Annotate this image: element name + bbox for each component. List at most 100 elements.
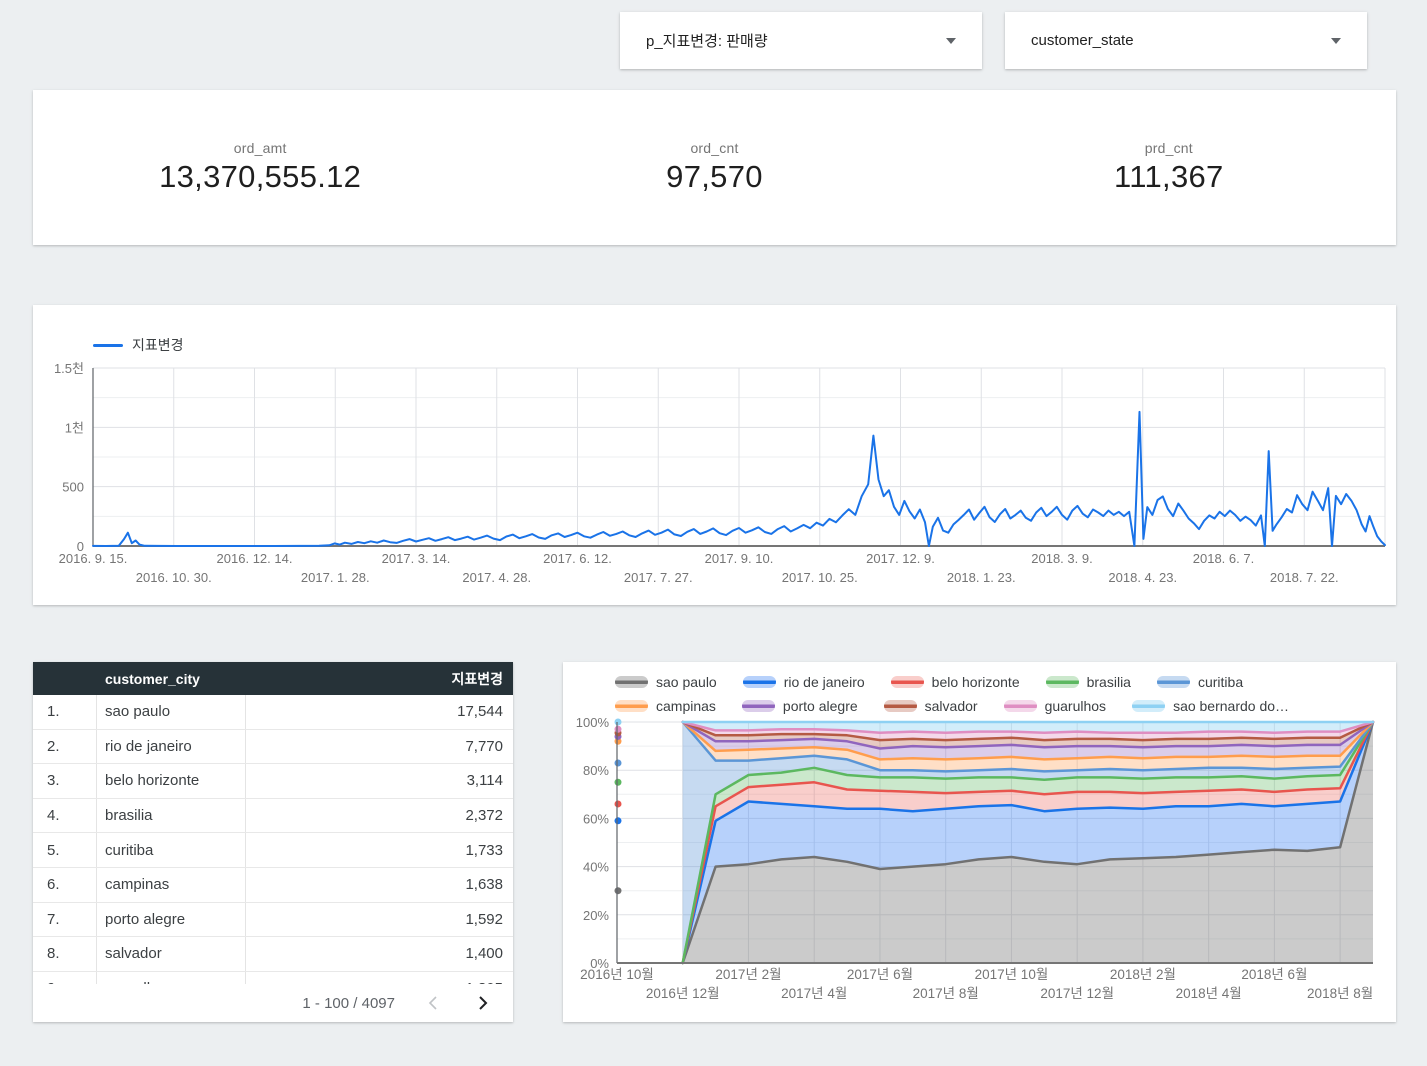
legend-item-curitiba: curitiba <box>1156 674 1244 690</box>
gridlines <box>92 367 1386 546</box>
svg-text:1.5천: 1.5천 <box>54 361 84 376</box>
legend-swatch <box>1156 676 1190 688</box>
svg-text:2016. 9. 15.: 2016. 9. 15. <box>59 551 128 566</box>
table-row[interactable]: 6. campinas 1,638 <box>33 867 513 903</box>
pagination-prev-button[interactable] <box>421 991 445 1015</box>
svg-text:2017. 10. 25.: 2017. 10. 25. <box>782 570 858 585</box>
legend-swatch <box>742 676 776 688</box>
legend-row: sao paulo rio de janeiro belo horizonte bra… <box>615 670 1385 694</box>
column-header-customer-city[interactable]: customer_city <box>105 670 200 687</box>
legend-label: 지표변경 <box>132 337 184 353</box>
legend-item-belo-horizonte: belo horizonte <box>890 674 1020 690</box>
row-index: 2. <box>33 729 97 764</box>
city-table-card: customer_city 지표변경 1. sao paulo 17,544 2. ri… <box>33 662 513 1022</box>
chevron-down-icon <box>946 37 956 44</box>
legend-label: guarulhos <box>1044 698 1107 714</box>
area-chart-card: sao paulo rio de janeiro belo horizonte bra… <box>563 662 1396 1022</box>
chevron-right-icon <box>479 996 488 1010</box>
legend-item-porto-alegre: porto alegre <box>741 698 858 714</box>
svg-text:2018년 2월: 2018년 2월 <box>1110 967 1176 982</box>
legend-swatch <box>883 700 917 712</box>
row-index: 1. <box>33 695 97 729</box>
svg-text:2017년 4월: 2017년 4월 <box>781 986 847 1001</box>
table-row[interactable]: 4. brasilia 2,372 <box>33 798 513 834</box>
legend-item-brasilia: brasilia <box>1045 674 1131 690</box>
svg-text:40%: 40% <box>583 860 609 875</box>
svg-text:20%: 20% <box>583 908 609 923</box>
table-row[interactable]: 2. rio de janeiro 7,770 <box>33 729 513 765</box>
table-row[interactable]: 5. curitiba 1,733 <box>33 833 513 868</box>
legend-label: belo horizonte <box>931 674 1020 690</box>
scorecard-panel: ord_amt 13,370,555.12 ord_cnt 97,570 prd… <box>33 90 1396 245</box>
legend-label: salvador <box>924 698 978 714</box>
legend-swatch <box>615 700 648 712</box>
scorecard-label: ord_cnt <box>690 140 739 156</box>
timeseries-legend: 지표변경 <box>93 335 184 355</box>
legend-label: curitiba <box>1197 674 1244 690</box>
city-cell: belo horizonte <box>97 764 246 798</box>
value-cell: 1,592 <box>465 910 503 928</box>
table-row[interactable]: 8. salvador 1,400 <box>33 937 513 972</box>
city-cell: sao paulo <box>97 695 246 729</box>
svg-text:2017. 3. 14.: 2017. 3. 14. <box>382 551 451 566</box>
row-index: 4. <box>33 798 97 833</box>
svg-text:2017년 2월: 2017년 2월 <box>715 967 781 982</box>
legend-item-salvador: salvador <box>883 698 978 714</box>
row-index: 3. <box>33 764 97 798</box>
row-index: 6. <box>33 867 97 902</box>
row-index: 8. <box>33 937 97 971</box>
table-pagination: 1 - 100 / 4097 <box>33 984 513 1022</box>
svg-text:2018년 4월: 2018년 4월 <box>1176 986 1242 1001</box>
legend-item-sao-paulo: sao paulo <box>615 674 717 690</box>
axis-labels: 0% 20% 40% 60% 80% 100% 2016년 10월 2016년 12월 2017… <box>576 715 1373 1001</box>
value-cell: 7,770 <box>465 737 503 755</box>
legend-line-swatch <box>93 343 123 347</box>
row-index: 5. <box>33 833 97 867</box>
customer-state-dropdown[interactable]: customer_state <box>1005 12 1367 69</box>
value-cell: 2,372 <box>465 807 503 825</box>
row-index: 7. <box>33 902 97 937</box>
table-row[interactable]: 3. belo horizonte 3,114 <box>33 764 513 799</box>
svg-text:60%: 60% <box>583 811 609 826</box>
svg-text:2017년 8월: 2017년 8월 <box>913 986 979 1001</box>
svg-text:2017년 12월: 2017년 12월 <box>1040 986 1114 1001</box>
legend-label: rio de janeiro <box>783 674 865 690</box>
metric-parameter-dropdown[interactable]: p_지표변경: 판매량 <box>620 12 982 69</box>
pagination-range-label: 1 - 100 / 4097 <box>302 994 395 1012</box>
table-row[interactable]: 7. porto alegre 1,592 <box>33 902 513 938</box>
svg-text:2018. 3. 9.: 2018. 3. 9. <box>1031 551 1092 566</box>
legend-item-guarulhos: guarulhos <box>1003 698 1107 714</box>
isolated-points <box>614 718 622 895</box>
svg-text:2018. 1. 23.: 2018. 1. 23. <box>947 570 1016 585</box>
scorecard-ord-cnt: ord_cnt 97,570 <box>487 90 941 245</box>
legend-item-campinas: campinas <box>615 698 716 714</box>
svg-text:2017. 12. 9.: 2017. 12. 9. <box>866 551 935 566</box>
column-header-metric[interactable]: 지표변경 <box>451 670 503 687</box>
scorecard-value: 111,367 <box>1114 159 1224 194</box>
scorecard-label: ord_amt <box>233 140 287 156</box>
svg-text:500: 500 <box>62 480 84 495</box>
value-cell: 3,114 <box>466 772 503 790</box>
table-body: 1. sao paulo 17,544 2. rio de janeiro 7,770 3.… <box>33 695 513 1022</box>
svg-text:2017년 6월: 2017년 6월 <box>847 967 913 982</box>
svg-text:0%: 0% <box>590 956 609 971</box>
legend-label: sao paulo <box>656 674 717 690</box>
legend-swatch <box>1045 676 1079 688</box>
city-cell: salvador <box>97 937 246 971</box>
area-lines <box>681 720 1375 965</box>
city-cell: rio de janeiro <box>97 729 246 764</box>
value-cell: 17,544 <box>457 703 503 721</box>
svg-text:2017. 1. 28.: 2017. 1. 28. <box>301 570 370 585</box>
pagination-next-button[interactable] <box>471 991 495 1015</box>
city-cell: curitiba <box>97 833 246 867</box>
svg-text:2018년 8월: 2018년 8월 <box>1307 986 1373 1001</box>
chevron-left-icon <box>428 996 437 1010</box>
table-row[interactable]: 1. sao paulo 17,544 <box>33 695 513 730</box>
svg-text:2016. 12. 14.: 2016. 12. 14. <box>217 551 293 566</box>
scorecard-value: 97,570 <box>666 159 763 194</box>
legend-row: campinas porto alegre salvador guarulhos sao… <box>615 694 1385 718</box>
city-cell: campinas <box>97 867 246 902</box>
chevron-down-icon <box>1331 37 1341 44</box>
legend-label: campinas <box>656 698 716 714</box>
